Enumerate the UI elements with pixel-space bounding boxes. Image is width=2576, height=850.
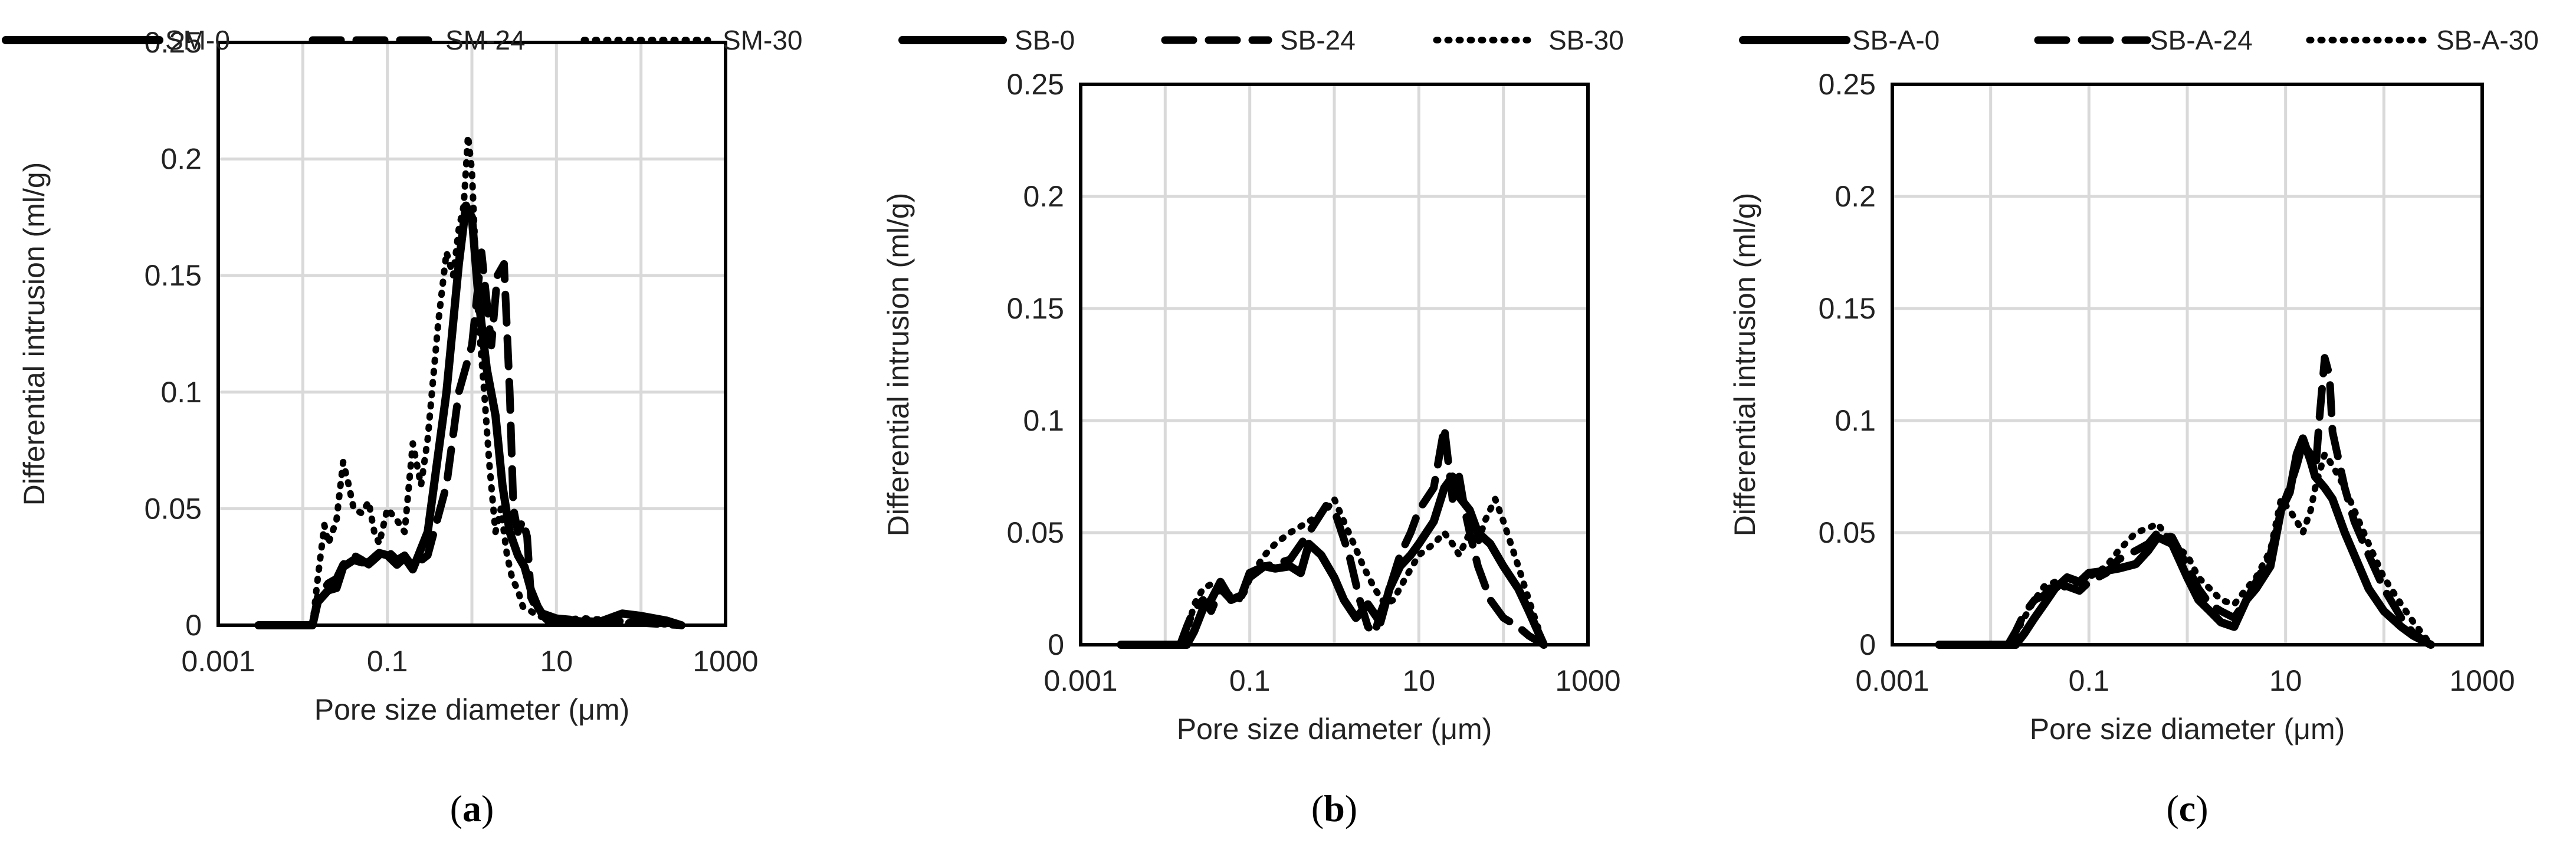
x-tick-label: 0.001 xyxy=(1043,664,1117,697)
y-axis-label: Differential intrusion (ml/g) xyxy=(882,193,915,537)
legend: SM-0 SM-24 SM-30 xyxy=(2,25,802,55)
y-tick-label: 0.15 xyxy=(1819,292,1876,325)
y-tick-label: 0.2 xyxy=(1023,180,1064,213)
x-tick-label: 10 xyxy=(2269,664,2302,697)
legend-label-SB-A-0: SB-A-0 xyxy=(1852,25,1940,55)
legend-label-SM-0: SM-0 xyxy=(165,25,230,55)
x-tick-label: 1000 xyxy=(1555,664,1620,697)
y-tick-label: 0.1 xyxy=(160,376,202,409)
series-SB-30 xyxy=(1177,495,1547,648)
series-SB-A-30 xyxy=(2004,451,2434,648)
y-tick-label: 0 xyxy=(185,609,202,642)
y-tick-label: 0.25 xyxy=(1007,68,1064,101)
x-tick-label: 10 xyxy=(1403,664,1436,697)
legend-label-SM-24: SM-24 xyxy=(445,25,525,55)
x-tick-label: 10 xyxy=(540,645,573,678)
x-tick-label: 1000 xyxy=(693,645,758,678)
panel-label: (b) xyxy=(1311,787,1357,829)
plot-frame xyxy=(1891,83,2484,646)
y-tick-label: 0 xyxy=(1859,628,1876,661)
series-SM-30 xyxy=(309,132,685,629)
y-tick-label: 0.05 xyxy=(1819,516,1876,549)
series-SB-A-0 xyxy=(1935,434,2435,649)
series-SB-A-24 xyxy=(2004,354,2435,649)
y-tick-label: 0.1 xyxy=(1835,404,1876,437)
panel-c: 0 0.05 0.1 0.15 0.2 0.25 0.001 0.1 10 1000 Pore si… xyxy=(1728,25,2539,829)
y-tick-label: 0.05 xyxy=(1007,516,1064,549)
y-axis-label: Differential intrusion (ml/g) xyxy=(18,162,51,506)
x-tick-label: 0.001 xyxy=(181,645,255,678)
y-tick-label: 0.1 xyxy=(1023,404,1064,437)
y-tick-label: 0.25 xyxy=(1819,68,1876,101)
y-axis-label: Differential intrusion (ml/g) xyxy=(1728,193,1761,537)
series-SB-24 xyxy=(1176,423,1548,649)
panel-label: (c) xyxy=(2166,787,2208,829)
legend-label-SB-A-24: SB-A-24 xyxy=(2150,25,2253,55)
legend-label-SB-30: SB-30 xyxy=(1548,25,1624,55)
x-tick-label: 0.1 xyxy=(2069,664,2110,697)
series-SM-0 xyxy=(254,201,686,629)
y-tick-label: 0 xyxy=(1048,628,1064,661)
legend: SB-A-0 SB-A-24 SB-A-30 xyxy=(1739,25,2539,55)
y-tick-label: 0.15 xyxy=(1007,292,1064,325)
x-tick-label: 0.1 xyxy=(367,645,408,678)
legend-label-SB-0: SB-0 xyxy=(1015,25,1075,55)
panel-label: (a) xyxy=(450,787,494,829)
plot-frame xyxy=(1079,83,1590,646)
legend-label-SM-30: SM-30 xyxy=(723,25,802,55)
x-axis-label: Pore size diameter (μm) xyxy=(2030,713,2345,746)
legend: SB-0 SB-24 SB-30 xyxy=(898,25,1624,55)
x-tick-label: 1000 xyxy=(2449,664,2515,697)
x-axis-label: Pore size diameter (μm) xyxy=(314,693,630,726)
plot-frame xyxy=(216,41,727,627)
legend-label-SB-A-30: SB-A-30 xyxy=(2436,25,2539,55)
legend-label-SB-24: SB-24 xyxy=(1280,25,1356,55)
y-tick-label: 0.15 xyxy=(145,259,202,292)
x-axis-label: Pore size diameter (μm) xyxy=(1177,713,1492,746)
y-tick-label: 0.2 xyxy=(1835,180,1876,213)
y-tick-label: 0.05 xyxy=(145,492,202,525)
panel-b: 0 0.05 0.1 0.15 0.2 0.25 0.001 0.1 10 1000 Pore si… xyxy=(882,25,1624,829)
y-tick-label: 0.2 xyxy=(160,143,202,176)
x-tick-label: 0.1 xyxy=(1229,664,1271,697)
x-tick-label: 0.001 xyxy=(1855,664,1929,697)
